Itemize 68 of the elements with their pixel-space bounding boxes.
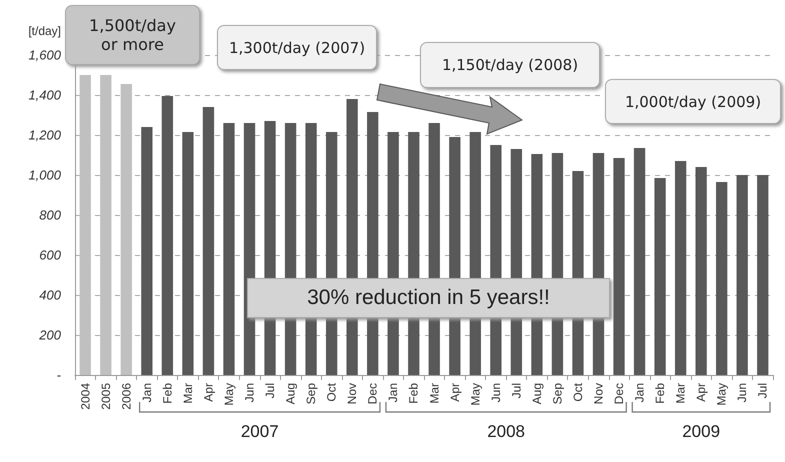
x-tick-label: Jul: [509, 383, 524, 398]
bar: [716, 182, 728, 375]
x-tick-label: Mar: [674, 383, 688, 404]
x-tick-label: Aug: [530, 383, 544, 404]
x-tick-label: Mar: [180, 383, 195, 404]
bar: [162, 96, 174, 375]
bar: [736, 175, 748, 375]
x-tick-label: Jan: [386, 383, 400, 402]
x-tick-label: Oct: [570, 382, 585, 402]
x-tick-label: Aug: [284, 383, 298, 404]
y-tick-label: 1,000: [28, 168, 62, 182]
x-tick-label: Oct: [324, 382, 339, 402]
bar: [696, 167, 707, 375]
text: 2008: [486, 421, 526, 443]
x-tick-label: Dec: [366, 383, 380, 404]
bar: [223, 123, 235, 375]
x-tick-label: Feb: [160, 382, 174, 404]
x-tick-label: Jan: [140, 383, 154, 402]
bar: [120, 84, 132, 375]
bar: [141, 127, 152, 375]
text: 2007: [240, 421, 280, 443]
x-tick-label: Jun: [488, 383, 503, 402]
x-tick-label: Feb: [406, 382, 421, 404]
y-tick-label: 200: [38, 328, 62, 342]
x-tick-label: May: [468, 383, 482, 406]
x-tick-label: Dec: [612, 383, 626, 404]
y-tick-label: 1,400: [28, 88, 62, 102]
x-tick-label: 2006: [119, 382, 134, 410]
bar: [613, 158, 625, 375]
x-tick-label: Feb: [653, 382, 668, 404]
x-tick-label: Jan: [632, 383, 647, 402]
x-tick-label: Apr: [694, 383, 708, 402]
bar: [674, 161, 686, 375]
text-box: 1,150t/day (2008): [420, 42, 600, 88]
y-tick-label: 800: [39, 208, 62, 222]
x-tick-label: Mar: [427, 383, 442, 404]
x-tick-label: Jun: [242, 383, 256, 402]
y-tick-label: 1,600: [28, 48, 62, 62]
bar: [80, 75, 91, 375]
x-tick-label: Sep: [550, 382, 564, 404]
x-tick-label: 2004: [78, 382, 92, 410]
bar: [757, 175, 768, 375]
y-axis-title: [t/day]: [28, 24, 61, 38]
text-box: 1,000t/day (2009): [605, 79, 781, 124]
x-tick-label: Jun: [735, 383, 750, 402]
text-box: 30% reduction in 5 years!!: [247, 278, 610, 318]
y-tick-label: -: [56, 368, 62, 382]
bar: [634, 148, 646, 375]
text-box: 1,500t/day or more: [65, 5, 200, 65]
bar: [654, 178, 666, 375]
x-tick-label: May: [714, 383, 729, 406]
y-tick-label: 400: [39, 288, 62, 302]
y-tick-label: 600: [39, 248, 62, 262]
bar: [182, 132, 194, 375]
x-tick-label: 2005: [98, 382, 113, 410]
text-box: 1,300t/day (2007): [217, 25, 377, 70]
x-tick-label: May: [222, 383, 236, 406]
x-tick-label: Apr: [448, 383, 462, 402]
bar: [202, 107, 214, 375]
x-tick-label: Nov: [345, 383, 360, 404]
text: 2009: [681, 421, 722, 443]
x-tick-label: Jul: [263, 383, 278, 398]
x-tick-label: Apr: [201, 383, 216, 402]
x-tick-label: Jul: [756, 383, 770, 398]
x-tick-label: Nov: [592, 383, 606, 404]
bar: [100, 75, 112, 375]
x-tick-label: Sep: [304, 382, 318, 404]
y-tick-label: 1,200: [28, 128, 62, 142]
